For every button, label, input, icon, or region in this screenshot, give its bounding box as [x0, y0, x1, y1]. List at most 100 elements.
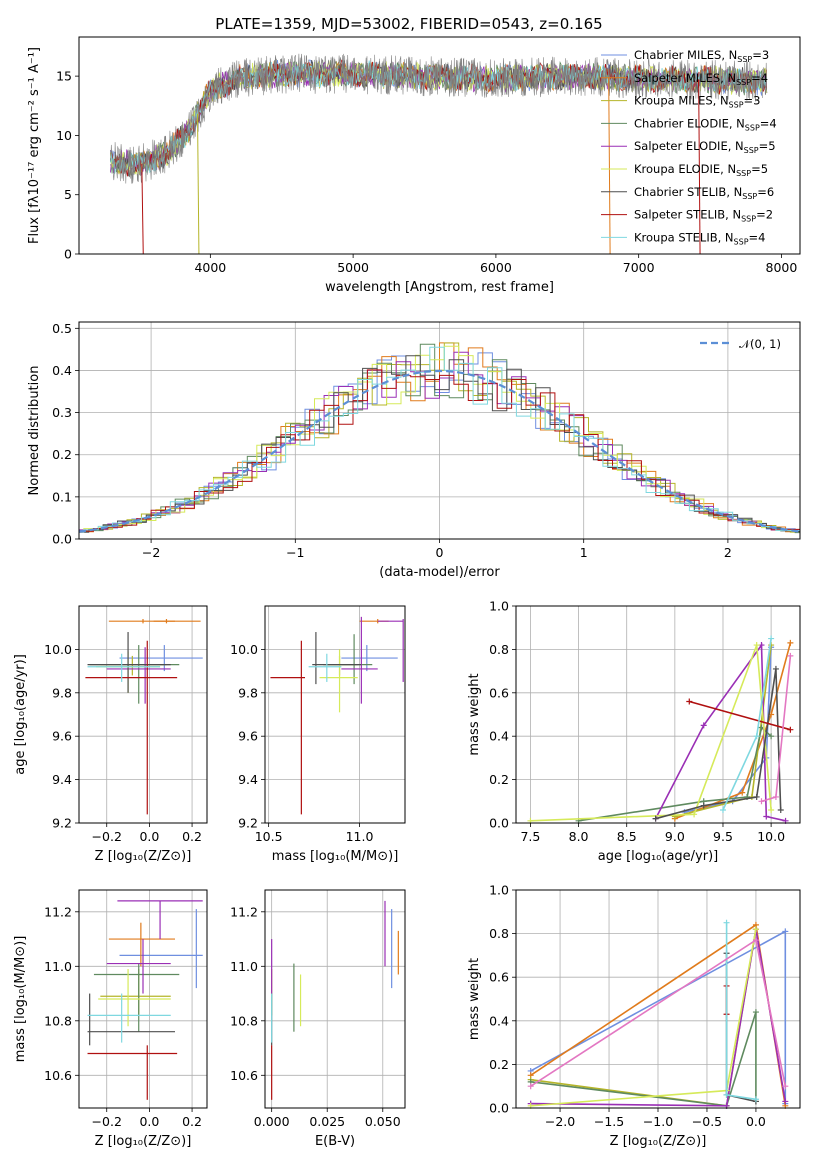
x-tick-label: −1.5 — [594, 1114, 624, 1129]
weight-marker — [723, 919, 730, 926]
y-tick-label: 0.8 — [489, 926, 509, 941]
weight-marker — [700, 802, 707, 809]
weight-marker — [691, 811, 698, 818]
x-tick-label: 8.0 — [569, 829, 589, 844]
x-tick-label: 0 — [436, 545, 444, 560]
x-axis-label: wavelength [Angstrom, rest frame] — [325, 280, 554, 295]
histogram-line — [79, 369, 800, 534]
weight-marker — [652, 815, 659, 822]
weight-marker — [752, 937, 759, 944]
spectrum-spike — [698, 79, 701, 254]
y-tick-label: 0.0 — [489, 816, 509, 831]
weight-marker — [777, 806, 784, 813]
x-tick-label: 7000 — [623, 260, 655, 275]
x-axis-label: E(B-V) — [315, 1134, 355, 1149]
y-tick-label: 9.2 — [52, 816, 72, 831]
histograms — [79, 342, 800, 534]
x-tick-label: −0.5 — [692, 1114, 722, 1129]
weight-marker — [752, 1009, 759, 1016]
legend-entry: Kroupa ELODIE, NSSP=5 — [634, 162, 768, 178]
plot-area — [87, 900, 203, 1100]
y-tick-label: 0.8 — [489, 642, 509, 657]
y-tick-label: 9.8 — [238, 685, 258, 700]
y-tick-label: 0.6 — [489, 685, 509, 700]
y-axis-label: mass weight — [467, 673, 482, 755]
plot-area — [85, 619, 203, 815]
x-tick-label: 6000 — [480, 260, 512, 275]
weight-marker — [768, 733, 775, 740]
y-axis-label: Flux [fλ10⁻¹⁷ erg cm⁻² s⁻¹ A⁻¹] — [27, 47, 42, 244]
x-tick-label: −0.2 — [92, 829, 122, 844]
y-tick-label: 0.5 — [52, 321, 72, 336]
plot-area — [271, 900, 399, 1100]
panel-mass_vs_EBV: 0.000 0.025 0.050 10.6 10.8 11.0 11.2 E(B-V) — [230, 889, 406, 1149]
y-tick-label: 0 — [64, 247, 72, 262]
weight-marker — [768, 635, 775, 642]
panel-age_vs_Z: −0.2 0.0 0.2 9.2 9.4 9.6 9.8 10.0 Z [log₁₀(Z/Z⊙)… — [13, 605, 208, 864]
spectrum-spike — [197, 113, 200, 254]
x-tick-label: 9.0 — [665, 829, 685, 844]
weight-marker — [527, 1083, 534, 1090]
x-tick-label: −2 — [142, 545, 160, 560]
panel-mass_vs_Z: −0.2 0.0 0.2 10.6 10.8 11.0 11.2 Z [log₁₀(Z/Z⊙)… — [13, 889, 208, 1149]
y-tick-label: 5 — [64, 187, 72, 202]
plot-area — [527, 635, 794, 824]
weight-marker — [723, 1091, 730, 1098]
x-axis-label: (data-model)/error — [379, 565, 500, 580]
axes-frame — [78, 889, 208, 1109]
spectrum-lines — [110, 53, 768, 254]
plot-area — [270, 616, 404, 815]
model-spectrum-line — [110, 60, 767, 178]
weight-marker — [752, 926, 759, 933]
x-axis-label: Z [log₁₀(Z/Z⊙)] — [95, 849, 192, 864]
weight-line — [530, 644, 772, 822]
y-tick-label: 15 — [56, 69, 72, 84]
panel-mass_weight_vs_age: 7.5 8.0 8.5 9.0 9.5 10.0 0.0 0.2 0.4 0.6 0.8 1.0 age… — [467, 599, 801, 864]
x-tick-label: 0.0 — [746, 1114, 766, 1129]
x-tick-label: 0.2 — [182, 829, 202, 844]
weight-marker — [752, 1096, 759, 1103]
plot-area — [110, 53, 768, 254]
x-tick-label: 9.5 — [713, 829, 733, 844]
y-tick-label: 9.4 — [52, 772, 72, 787]
chart-title: PLATE=1359, MJD=53002, FIBERID=0543, z=0… — [215, 15, 602, 33]
axes-frame — [515, 605, 801, 824]
panel-spectrum: 4000 5000 6000 7000 8000 0 5 10 15 wavelength [An… — [27, 15, 801, 295]
x-axis-label: age [log₁₀(age/yr)] — [598, 849, 719, 864]
x-tick-label: 0.0 — [139, 1114, 159, 1129]
y-tick-label: 10.6 — [230, 1068, 258, 1083]
weight-marker — [753, 642, 760, 649]
axes-frame — [78, 321, 801, 540]
legend-entry: Salpeter STELIB, NSSP=2 — [634, 208, 773, 224]
y-tick-label: 0.6 — [489, 970, 509, 985]
weight-marker — [753, 793, 760, 800]
x-tick-label: 2 — [724, 545, 732, 560]
y-tick-label: 9.8 — [52, 685, 72, 700]
y-tick-label: 9.6 — [52, 729, 72, 744]
y-tick-label: 10.0 — [44, 642, 72, 657]
y-tick-label: 0.0 — [52, 532, 72, 547]
y-tick-label: 0.2 — [489, 1057, 509, 1072]
x-tick-label: 5000 — [337, 260, 369, 275]
y-tick-label: 0.4 — [489, 729, 509, 744]
weight-line — [684, 647, 772, 813]
legend-entry: Salpeter MILES, NSSP=4 — [634, 71, 768, 87]
y-tick-label: 1.0 — [489, 599, 509, 614]
legend-entry: Kroupa STELIB, NSSP=4 — [634, 230, 765, 246]
legend-entry: Chabrier ELODIE, NSSP=4 — [634, 116, 777, 132]
x-tick-label: 7.5 — [520, 829, 540, 844]
x-tick-label: 0.000 — [254, 1114, 290, 1129]
weight-marker — [763, 813, 770, 820]
y-axis-label: mass [log₁₀(M/M⊙)] — [13, 936, 28, 1063]
weight-marker — [787, 726, 794, 733]
histogram-line — [79, 346, 800, 533]
x-tick-label: 8.5 — [617, 829, 637, 844]
panel-age_vs_mass: 10.5 11.0 9.2 9.4 9.6 9.8 10.0 mass [log₁₀(M/M⊙… — [230, 605, 406, 864]
weight-marker — [772, 793, 779, 800]
x-tick-label: 0.0 — [139, 829, 159, 844]
legend-entry: 𝒩(0, 1) — [739, 337, 781, 351]
y-tick-label: 11.0 — [44, 959, 72, 974]
weight-marker — [758, 798, 765, 805]
weight-marker — [782, 1098, 789, 1105]
